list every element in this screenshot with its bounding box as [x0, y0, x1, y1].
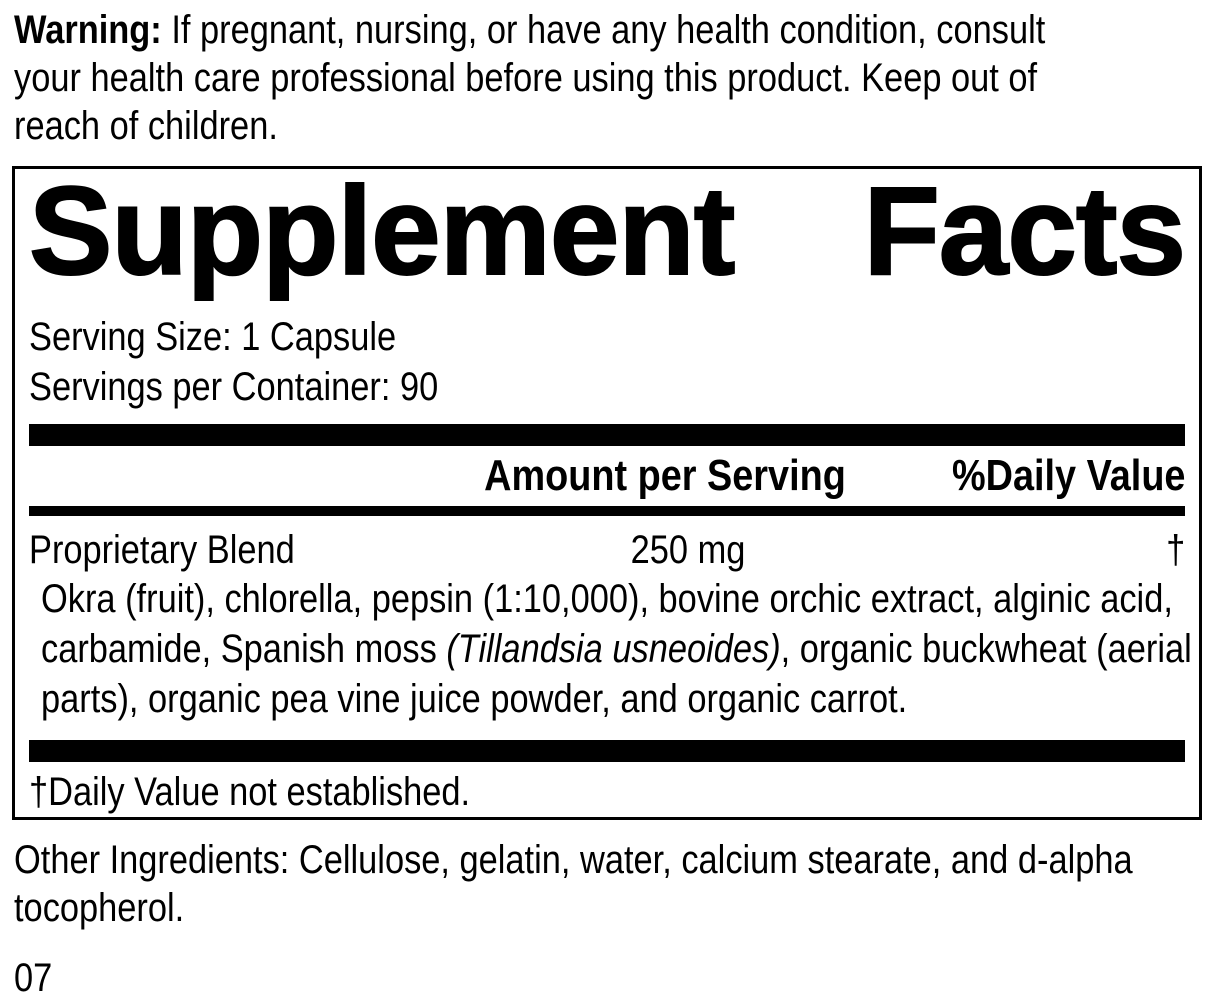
nutrient-daily-value: † — [1165, 528, 1185, 572]
panel-title-word-facts: Facts — [862, 162, 1187, 301]
other-ingredients: Other Ingredients: Cellulose, gelatin, w… — [14, 836, 1214, 932]
column-header-amount: Amount per Serving — [483, 451, 846, 500]
warning-paragraph: Warning: If pregnant, nursing, or have a… — [14, 6, 1214, 150]
divider-bar-top — [29, 424, 1185, 446]
other-ingredients-line-2: tocopherol. — [14, 886, 185, 930]
table-row: Proprietary Blend 250 mg † — [29, 526, 1185, 574]
blend-description-line-3: parts), organic pea vine juice powder, a… — [41, 677, 908, 721]
blend-description: Okra (fruit), chlorella, pepsin (1:10,00… — [29, 574, 1192, 724]
servings-per-container: Servings per Container: 90 — [29, 365, 439, 409]
divider-bar-bottom — [29, 740, 1185, 762]
warning-line-3: reach of children. — [14, 104, 278, 148]
latin-name: (Tillandsia usneoides) — [446, 627, 781, 671]
supplement-facts-panel: Supplement Facts Serving Size: 1 Capsule… — [12, 166, 1202, 820]
divider-bar-middle — [29, 506, 1185, 516]
panel-title-word-supplement: Supplement — [28, 162, 736, 301]
serving-size: Serving Size: 1 Capsule — [29, 315, 397, 359]
warning-label: Warning: — [14, 8, 162, 52]
panel-title: Supplement Facts — [28, 162, 1187, 301]
serving-info: Serving Size: 1 Capsule Servings per Con… — [29, 312, 1185, 412]
daily-value-footnote: †Daily Value not established. — [29, 770, 471, 814]
nutrient-amount: 250 mg — [630, 528, 746, 572]
blend-description-line-1: Okra (fruit), chlorella, pepsin (1:10,00… — [41, 577, 1173, 621]
warning-text-1: If pregnant, nursing, or have any health… — [161, 8, 1046, 52]
warning-line-1: Warning: If pregnant, nursing, or have a… — [14, 6, 1046, 54]
footer-code: 07 — [14, 956, 53, 1000]
nutrient-name: Proprietary Blend — [29, 528, 295, 572]
column-header-daily-value: %Daily Value — [951, 451, 1185, 500]
column-header-row: Amount per Serving %Daily Value — [29, 446, 1185, 506]
warning-line-2: your health care professional before usi… — [14, 56, 1038, 100]
other-ingredients-line-1: Other Ingredients: Cellulose, gelatin, w… — [14, 838, 1133, 882]
blend-description-line-2: carbamide, Spanish moss (Tillandsia usne… — [41, 627, 1192, 671]
